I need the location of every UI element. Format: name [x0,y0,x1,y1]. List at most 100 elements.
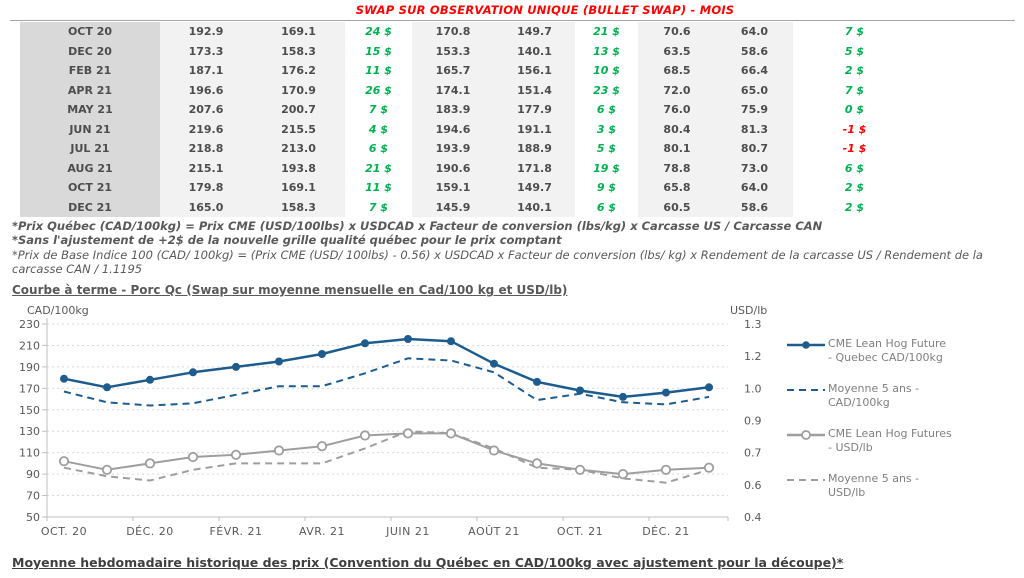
data-point-marker [232,362,240,371]
x-axis-label: AOÛT 21 [468,525,520,538]
value-cell: 192.9 [160,22,252,42]
diff-cell: 6 $ [575,100,638,120]
value-cell: 165.0 [160,197,252,217]
diff-cell: 0 $ [793,100,916,120]
x-axis-label: DÉC. 20 [126,525,174,538]
y-axis-left-label: 170 [19,382,40,395]
diff-cell: 6 $ [793,158,916,178]
month-cell: MAY 21 [20,100,160,120]
data-point-marker [318,350,326,358]
value-cell: 218.8 [160,139,252,159]
chart-section-heading: Courbe à terme - Porc Qc (Swap sur moyen… [12,283,568,297]
legend-item: CME Lean Hog Futures - USD/lb [786,427,1018,454]
y-axis-right-label: 0.9 [744,415,762,428]
footnotes: *Prix Québec (CAD/100kg) = Prix CME (USD… [12,219,1002,277]
table-row: APR 21 196.6 170.9 26 $174.1 151.4 23 $72.0 65… [20,80,916,100]
value-cell: 80.1 [638,139,716,159]
data-point-marker [144,458,156,469]
x-axis-label: JUIN 21 [385,525,430,538]
y-axis-left-label: 50 [26,511,40,524]
diff-cell: 21 $ [345,158,412,178]
x-axis-label: DÉC. 21 [642,525,690,538]
value-cell: 80.4 [638,119,716,139]
table-row: JUL 21 218.8 213.0 6 $193.9 188.9 5 $80.1 80.7… [20,139,916,159]
value-cell: 193.8 [252,158,345,178]
y-axis-left-label: 70 [26,490,40,503]
footnote: *Sans l'ajustement de +2$ de la nouvelle… [12,233,562,248]
data-point-marker [703,462,715,473]
value-cell: 159.1 [412,178,494,198]
data-point-marker [662,388,670,397]
value-cell: 207.6 [160,100,252,120]
data-point-marker [488,445,500,456]
table-row: DEC 20 173.3 158.3 15 $153.3 140.1 13 $63.5 58… [20,41,916,61]
legend-label: CME Lean Hog Future - Quebec CAD/100kg [828,337,947,364]
diff-cell: 7 $ [345,197,412,217]
data-point-marker [574,464,586,475]
y-axis-left-label: 110 [19,447,40,460]
swap-table-body: OCT 20 192.9 169.1 24 $170.8 149.7 21 $70.6 64… [20,22,916,217]
month-cell: OCT 20 [20,22,160,42]
table-row: OCT 21 179.8 169.1 11 $159.1 149.7 9 $65.8 64.… [20,178,916,198]
y-axis-left-label: 190 [19,361,40,374]
y-axis-right-label: 1.2 [744,350,762,363]
value-cell: 190.6 [412,158,494,178]
data-point-marker [316,441,328,452]
value-cell: 170.9 [252,80,345,100]
value-cell: 215.5 [252,119,345,139]
y-axis-right-label: 0.7 [744,447,762,460]
diff-cell: -1 $ [793,139,916,159]
value-cell: 153.3 [412,41,494,61]
legend-swatch-solid-line-icon [787,341,825,349]
data-point-marker [146,375,154,384]
title-divider [10,20,1015,21]
value-cell: 176.2 [252,61,345,81]
value-cell: 158.3 [252,197,345,217]
month-cell: AUG 21 [20,158,160,178]
value-cell: 169.1 [252,22,345,42]
legend-item: Moyenne 5 ans - CAD/100kg [786,382,1018,409]
y-axis-left-label: 150 [19,404,40,417]
value-cell: 200.7 [252,100,345,120]
value-cell: 65.0 [716,80,793,100]
data-point-marker [101,464,113,475]
value-cell: 64.0 [716,178,793,198]
value-cell: 156.1 [494,61,575,81]
table-row: MAY 21 207.6 200.7 7 $183.9 177.9 6 $76.0 75.9… [20,100,916,120]
series-line [63,357,710,407]
diff-cell: 13 $ [575,41,638,61]
table-row: FEB 21 187.1 176.2 11 $165.7 156.1 10 $68.5 66… [20,61,916,81]
data-point-marker [617,469,629,480]
value-cell: 191.1 [494,119,575,139]
value-cell: 187.1 [160,61,252,81]
value-cell: 213.0 [252,139,345,159]
value-cell: 58.6 [716,41,793,61]
value-cell: 63.5 [638,41,716,61]
diff-cell: 10 $ [575,61,638,81]
diff-cell: 3 $ [575,119,638,139]
data-point-marker [275,357,283,366]
value-cell: 73.0 [716,158,793,178]
diff-cell: 5 $ [793,41,916,61]
data-point-marker [490,359,498,368]
value-cell: 169.1 [252,178,345,198]
data-point-marker [359,430,371,441]
value-cell: 81.3 [716,119,793,139]
diff-cell: 6 $ [575,197,638,217]
legend-label: Moyenne 5 ans - USD/lb [828,472,920,499]
value-cell: 65.8 [638,178,716,198]
x-axis-label: FÉVR. 21 [209,525,262,538]
value-cell: 196.6 [160,80,252,100]
value-cell: 165.7 [412,61,494,81]
month-cell: OCT 21 [20,178,160,198]
value-cell: 140.1 [494,197,575,217]
value-cell: 158.3 [252,41,345,61]
data-point-marker [230,449,242,460]
table-row: JUN 21 219.6 215.5 4 $194.6 191.1 3 $80.4 81.3… [20,119,916,139]
data-point-marker [619,392,627,401]
legend-swatch-dashed-line-icon [787,479,825,481]
table-row: AUG 21 215.1 193.8 21 $190.6 171.8 19 $78.8 73… [20,158,916,178]
data-point-marker [531,458,543,469]
series-line [63,337,710,399]
value-cell: 193.9 [412,139,494,159]
